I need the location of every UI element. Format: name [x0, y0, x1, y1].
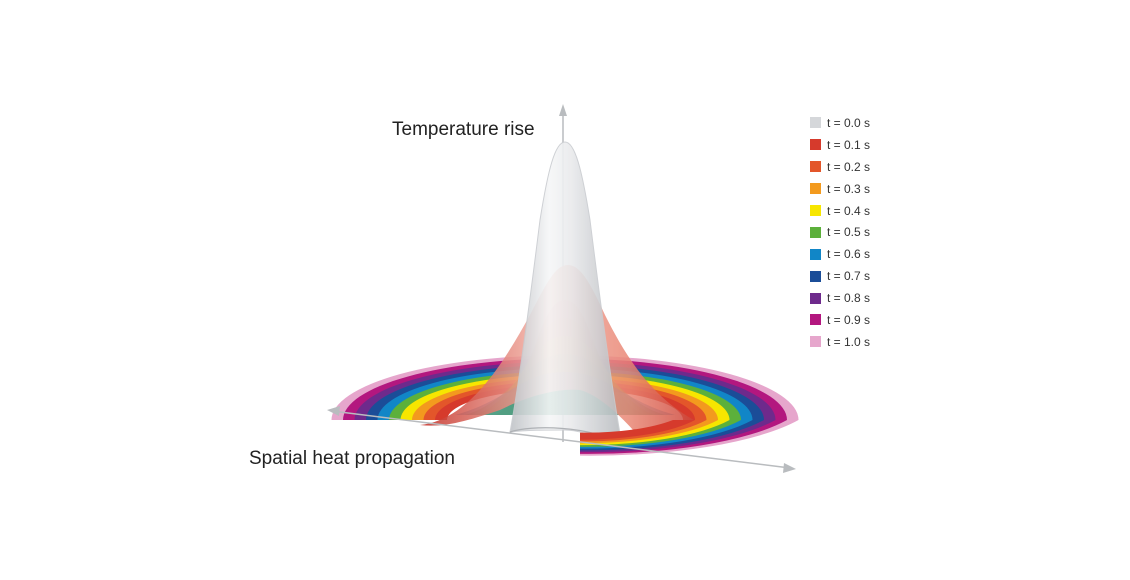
legend-item: t = 0.6 s: [810, 243, 870, 265]
vertical-axis-title: Temperature rise: [392, 119, 535, 140]
legend-swatch: [810, 314, 821, 326]
legend-swatch: [810, 205, 821, 216]
legend-item: t = 1.0 s: [810, 331, 870, 353]
legend-swatch: [810, 226, 821, 238]
legend-swatch: [810, 292, 821, 304]
legend-label: t = 0.6 s: [827, 247, 871, 262]
temperature-peak-t00: [509, 141, 623, 446]
legend-swatch: [810, 183, 821, 195]
legend-label: t = 0.0 s: [827, 115, 871, 130]
legend-item: t = 0.2 s: [810, 156, 870, 178]
legend-item: t = 0.5 s: [810, 221, 870, 243]
legend-swatch: [810, 270, 821, 282]
horizontal-axis-title: Spatial heat propagation: [249, 448, 455, 469]
legend-item: t = 0.0 s: [810, 112, 870, 134]
legend-item: t = 0.9 s: [810, 309, 870, 331]
horizontal-axis: [327, 406, 796, 473]
legend-label: t = 0.2 s: [827, 159, 871, 174]
propagation-rings-front: [580, 420, 799, 456]
legend-item: t = 0.1 s: [810, 134, 870, 156]
legend-label: t = 0.8 s: [827, 291, 871, 306]
horizontal-axis-arrow-right: [783, 463, 796, 473]
vertical-axis-arrow: [559, 104, 567, 116]
legend-swatch: [810, 161, 821, 173]
legend-label: t = 0.1 s: [827, 137, 871, 152]
legend-item: t = 0.4 s: [810, 200, 870, 222]
legend-label: t = 0.4 s: [827, 203, 871, 218]
legend-label: t = 1.0 s: [827, 334, 871, 349]
legend-item: t = 0.8 s: [810, 287, 870, 309]
legend-label: t = 0.9 s: [827, 312, 871, 327]
legend-label: t = 0.3 s: [827, 181, 871, 196]
propagation-ring-front: [580, 420, 695, 440]
legend-swatch: [810, 139, 821, 151]
legend-swatch: [810, 248, 821, 260]
legend-swatch: [810, 117, 821, 129]
legend-item: t = 0.7 s: [810, 265, 870, 287]
legend-item: t = 0.3 s: [810, 178, 870, 200]
legend-swatch: [810, 336, 821, 348]
legend-label: t = 0.5 s: [827, 225, 871, 240]
legend: t = 0.0 s t = 0.1 s t = 0.2 s t = 0.3 s t = …: [810, 112, 870, 353]
horizontal-axis-arrow-left: [327, 406, 340, 416]
legend-label: t = 0.7 s: [827, 269, 871, 284]
